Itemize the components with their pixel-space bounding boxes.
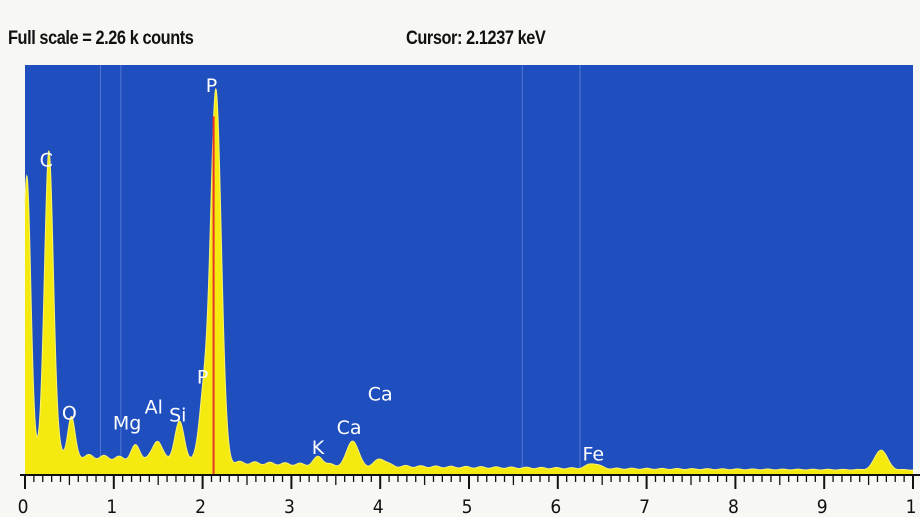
element-label-p: P xyxy=(197,367,208,389)
cursor-readout: Cursor: 2.1237 keV xyxy=(406,28,546,49)
tick-label: 5 xyxy=(462,496,473,517)
element-label-al: Al xyxy=(145,396,163,418)
spectrum-outline xyxy=(24,87,914,471)
tick-label: 3 xyxy=(284,496,295,517)
element-label-o: O xyxy=(62,403,77,425)
tick-label: 0 xyxy=(18,496,29,517)
tick-label: 7 xyxy=(639,496,650,517)
tick-label: 1 xyxy=(106,496,117,517)
element-label-mg: Mg xyxy=(113,413,141,435)
element-label-ca: Ca xyxy=(337,417,362,439)
tick-label: 4 xyxy=(373,496,384,517)
x-axis-tick-labels: 0 1 2 3 4 5 6 7 8 9 1 xyxy=(18,496,917,517)
element-label-fe: Fe xyxy=(583,443,605,465)
grid-lines xyxy=(99,65,581,474)
element-label-c: C xyxy=(40,149,53,171)
full-scale-readout: Full scale = 2.26 k counts xyxy=(8,28,194,49)
plot-area[interactable] xyxy=(25,65,913,474)
tick-label: 8 xyxy=(728,496,739,517)
element-label-ca: Ca xyxy=(368,384,393,406)
tick-label: 9 xyxy=(817,496,828,517)
element-label-k: K xyxy=(312,437,325,459)
tick-label: 2 xyxy=(195,496,206,517)
x-axis-ticks xyxy=(24,475,914,489)
element-label-p: P xyxy=(206,75,217,97)
tick-label: 6 xyxy=(550,496,561,517)
tick-label: 1 xyxy=(906,496,917,517)
element-label-si: Si xyxy=(169,405,186,427)
